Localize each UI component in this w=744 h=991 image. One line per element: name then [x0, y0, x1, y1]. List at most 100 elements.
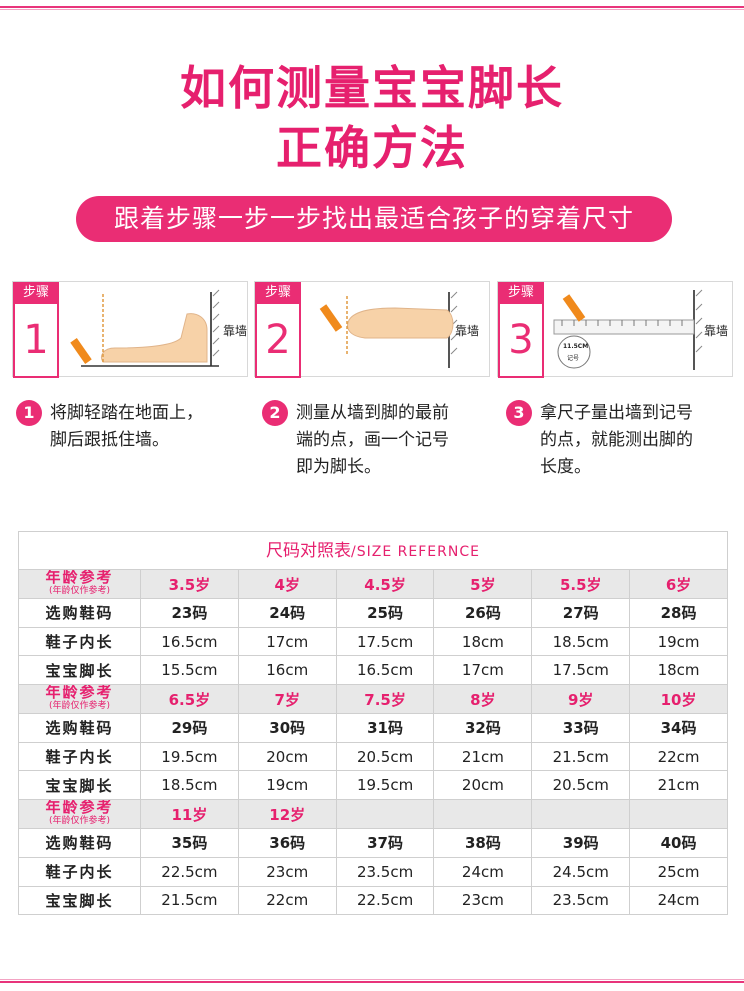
inner-cell: 22.5cm — [140, 856, 239, 887]
size-chart-title: 尺码对照表/SIZE REFERNCE — [18, 531, 728, 569]
code-cell: 24码 — [237, 598, 337, 628]
row-label: 鞋子内长 — [18, 856, 141, 887]
row-label: 宝宝脚长 — [18, 885, 141, 916]
inner-cell: 20cm — [237, 741, 337, 772]
foot-cell: 21cm — [629, 770, 728, 801]
age-cell: 4岁 — [237, 569, 337, 599]
age-cell: 9岁 — [531, 684, 631, 715]
inner-cell: 17.5cm — [335, 626, 435, 657]
foot-cell: 21.5cm — [140, 885, 239, 916]
foot-cell: 17.5cm — [531, 655, 631, 686]
age-cell: 3.5岁 — [140, 569, 239, 599]
table-row: 年龄参考 (年龄仅作参考) 3.5岁 4岁 4.5岁 5岁 5.5岁 6岁 — [18, 569, 728, 599]
table-row: 鞋子内长 19.5cm 20cm 20.5cm 21cm 21.5cm 22cm — [18, 741, 728, 772]
code-cell: 29码 — [140, 713, 239, 743]
page-title: 如何测量宝宝脚长 — [180, 61, 564, 115]
table-row: 年龄参考 (年龄仅作参考) 11岁 12岁 — [18, 799, 728, 830]
step-text: 测量从墙到脚的最前 — [296, 403, 449, 423]
step-text: 端的点，画一个记号 — [296, 430, 449, 450]
step-text: 的点，就能测出脚的 — [540, 430, 693, 450]
inner-cell: 23.5cm — [335, 856, 435, 887]
ruler-mark-label: 记号 — [567, 355, 580, 362]
table-row: 宝宝脚长 15.5cm 16cm 16.5cm 17cm 17.5cm 18cm — [18, 655, 728, 686]
age-cell — [433, 799, 533, 830]
step-number: 3 — [498, 304, 544, 378]
row-label: 鞋子内长 — [18, 741, 141, 772]
age-label: 年龄参考 — [45, 569, 114, 586]
age-cell — [335, 799, 435, 830]
step-description-3: 3 拿尺子量出墙到记号 的点，就能测出脚的 长度。 — [506, 400, 736, 481]
code-cell: 39码 — [531, 828, 631, 858]
inner-cell: 16.5cm — [140, 626, 239, 657]
table-row: 宝宝脚长 18.5cm 19cm 19.5cm 20cm 20.5cm 21cm — [18, 770, 728, 801]
page-subtitle: 正确方法 — [276, 121, 468, 175]
age-cell — [629, 799, 728, 830]
foot-on-floor-illustration — [70, 289, 220, 367]
foot-cell: 19cm — [237, 770, 337, 801]
step-text: 将脚轻踏在地面上， — [50, 403, 203, 423]
step-number: 2 — [255, 304, 301, 378]
code-cell: 38码 — [433, 828, 533, 858]
wall-label: 靠墙 — [223, 324, 248, 338]
table-row: 选购鞋码 35码 36码 37码 38码 39码 40码 — [18, 828, 728, 858]
ruler-mark-value: 11.5CM — [563, 343, 589, 350]
code-cell: 28码 — [629, 598, 728, 628]
age-cell — [531, 799, 631, 830]
foot-cell: 20cm — [433, 770, 533, 801]
age-cell: 6.5岁 — [140, 684, 239, 715]
age-label: 年龄参考 — [45, 799, 114, 817]
foot-measure-illustration — [319, 291, 458, 368]
code-cell: 37码 — [335, 828, 435, 858]
code-cell: 35码 — [140, 828, 239, 858]
step-description-line: 1 将脚轻踏在地面上， — [16, 400, 246, 427]
step-tag: 步骤 — [255, 282, 301, 304]
age-cell: 11岁 — [140, 799, 239, 830]
foot-cell: 20.5cm — [531, 770, 631, 801]
step-card-1: 步骤 1 靠墙 — [12, 281, 248, 378]
age-cell: 5.5岁 — [531, 569, 631, 599]
table-row: 年龄参考 (年龄仅作参考) 6.5岁 7岁 7.5岁 8岁 9岁 10岁 — [18, 684, 728, 715]
inner-cell: 18cm — [433, 626, 533, 657]
step-circle-number: 3 — [506, 400, 532, 426]
wall-label: 靠墙 — [455, 324, 480, 338]
code-cell: 27码 — [531, 598, 631, 628]
code-cell: 23码 — [140, 598, 239, 628]
inner-cell: 19.5cm — [140, 741, 239, 772]
step-circle-number: 1 — [16, 400, 42, 426]
step-description-line: 2 测量从墙到脚的最前 — [262, 400, 492, 427]
inner-cell: 19cm — [629, 626, 728, 657]
age-cell: 6岁 — [629, 569, 728, 599]
age-cell: 4.5岁 — [335, 569, 435, 599]
table-row: 选购鞋码 29码 30码 31码 32码 33码 34码 — [18, 713, 728, 743]
code-cell: 26码 — [433, 598, 533, 628]
row-label: 年龄参考 (年龄仅作参考) — [18, 684, 141, 715]
row-label: 选购鞋码 — [18, 828, 141, 858]
step-description-1: 1 将脚轻踏在地面上， 脚后跟抵住墙。 — [16, 400, 246, 454]
foot-cell: 23cm — [433, 885, 533, 916]
row-label: 年龄参考 (年龄仅作参考) — [18, 799, 141, 830]
foot-cell: 18cm — [629, 655, 728, 686]
step-card-3: 步骤 3 靠墙 11.5CM 记号 — [497, 281, 733, 378]
inner-cell: 21cm — [433, 741, 533, 772]
age-note: (年龄仅作参考) — [48, 816, 111, 827]
instruction-banner: 跟着步骤一步一步找出最适合孩子的穿着尺寸 — [76, 196, 672, 242]
code-cell: 30码 — [237, 713, 337, 743]
code-cell: 31码 — [335, 713, 435, 743]
inner-cell: 25cm — [629, 856, 728, 887]
step-text: 即为脚长。 — [296, 457, 381, 477]
step-text: 脚后跟抵住墙。 — [50, 430, 169, 450]
code-cell: 32码 — [433, 713, 533, 743]
age-cell: 8岁 — [433, 684, 533, 715]
size-chart-title-en: /SIZE REFERNCE — [351, 544, 480, 560]
foot-cell: 15.5cm — [140, 655, 239, 686]
age-cell: 10岁 — [629, 684, 728, 715]
step-description-2: 2 测量从墙到脚的最前 端的点，画一个记号 即为脚长。 — [262, 400, 492, 481]
row-label: 宝宝脚长 — [18, 770, 141, 801]
foot-cell: 16.5cm — [335, 655, 435, 686]
step-tag: 步骤 — [498, 282, 544, 304]
table-row: 鞋子内长 22.5cm 23cm 23.5cm 24cm 24.5cm 25cm — [18, 856, 728, 887]
foot-cell: 19.5cm — [335, 770, 435, 801]
table-row: 宝宝脚长 21.5cm 22cm 22.5cm 23cm 23.5cm 24cm — [18, 885, 728, 916]
inner-cell: 18.5cm — [531, 626, 631, 657]
age-cell: 7.5岁 — [335, 684, 435, 715]
